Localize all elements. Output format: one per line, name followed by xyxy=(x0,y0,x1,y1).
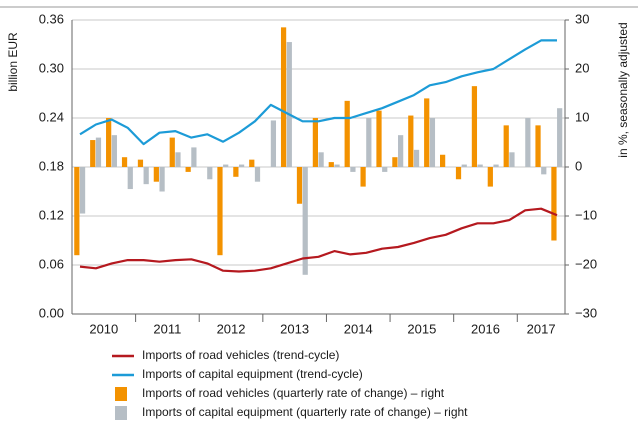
legend-label: Imports of road vehicles (trend-cycle) xyxy=(142,348,339,362)
y2-tick-label: 10 xyxy=(575,109,589,124)
bar xyxy=(509,152,515,167)
y-axis-label: billion EUR xyxy=(6,32,20,92)
bar xyxy=(413,149,420,167)
bar xyxy=(159,167,165,192)
bar xyxy=(254,167,261,182)
bar xyxy=(318,152,324,167)
y-tick-label: 0.36 xyxy=(39,11,64,26)
y2-axis-label: in %, seasonally adjusted xyxy=(616,22,630,157)
bar xyxy=(90,140,96,167)
bar xyxy=(312,118,318,167)
line xyxy=(79,39,557,146)
legend-label: Imports of road vehicles (quarterly rate… xyxy=(142,386,445,400)
bar xyxy=(503,125,509,167)
bar xyxy=(382,167,388,172)
line xyxy=(79,207,558,273)
bar xyxy=(238,164,245,167)
bar xyxy=(366,118,372,167)
legend-swatch xyxy=(115,387,127,401)
bar xyxy=(296,167,303,204)
y2-tick-label: 20 xyxy=(575,60,589,75)
bar xyxy=(376,110,382,167)
y-tick-label: 0.00 xyxy=(39,305,64,320)
x-tick-label: 2017 xyxy=(527,321,556,336)
y2-tick-label: 30 xyxy=(575,11,589,26)
legend-label: Imports of capital equipment (trend-cycl… xyxy=(142,367,363,381)
legend: Imports of road vehicles (trend-cycle) Im… xyxy=(112,348,468,420)
y-tick-label: 0.30 xyxy=(39,60,64,75)
bar xyxy=(95,137,102,167)
bar xyxy=(79,167,86,214)
bar xyxy=(111,135,117,167)
bar xyxy=(440,154,446,167)
bar xyxy=(143,167,149,185)
x-tick-label: 2013 xyxy=(280,321,309,336)
bar xyxy=(525,118,531,167)
bar xyxy=(392,157,398,167)
x-tick-label: 2011 xyxy=(153,321,181,336)
y2-tick-label: −10 xyxy=(575,207,597,222)
bar xyxy=(233,167,239,177)
y2-tick-label: −20 xyxy=(575,256,597,271)
bar xyxy=(461,164,467,167)
bar xyxy=(328,162,334,167)
bar xyxy=(169,137,175,167)
bar xyxy=(191,147,197,167)
bar xyxy=(424,98,430,167)
bar xyxy=(551,167,557,241)
bar xyxy=(350,167,356,172)
bar xyxy=(280,27,287,167)
y2-tick-label: 0 xyxy=(575,158,582,173)
y-tick-label: 0.18 xyxy=(39,158,64,173)
y-tick-label: 0.24 xyxy=(39,109,64,124)
bar xyxy=(493,164,499,167)
bar xyxy=(557,108,563,167)
bar xyxy=(137,159,144,167)
legend-swatch xyxy=(115,406,127,420)
bar xyxy=(334,164,340,167)
x-tick-label: 2014 xyxy=(344,321,373,336)
bar xyxy=(106,118,112,167)
bar xyxy=(535,125,541,167)
bar xyxy=(249,159,255,167)
y-tick-label: 0.12 xyxy=(39,207,64,222)
bar xyxy=(302,167,308,275)
x-tick-label: 2015 xyxy=(407,321,436,336)
legend-label: Imports of capital equipment (quarterly … xyxy=(142,405,468,419)
bar xyxy=(429,118,436,167)
bar xyxy=(286,42,292,167)
bar xyxy=(270,120,277,167)
bar xyxy=(477,164,483,167)
bar xyxy=(121,157,128,167)
bar xyxy=(455,167,462,180)
bar xyxy=(153,167,159,182)
bar xyxy=(408,115,414,167)
bar xyxy=(398,135,404,167)
bar xyxy=(223,164,229,167)
bar xyxy=(344,100,350,167)
x-tick-label: 2016 xyxy=(471,321,500,336)
bar xyxy=(185,167,191,172)
bar xyxy=(471,86,478,167)
x-tick-label: 2012 xyxy=(217,321,246,336)
bar xyxy=(74,167,80,256)
bar xyxy=(541,167,547,175)
bar xyxy=(207,167,213,180)
bar xyxy=(360,167,366,187)
bar xyxy=(127,167,133,190)
bar xyxy=(487,167,493,187)
x-tick-label: 2010 xyxy=(89,321,118,336)
y-tick-label: 0.06 xyxy=(39,256,64,271)
y2-tick-label: −30 xyxy=(575,305,597,320)
bar xyxy=(217,167,223,256)
bar xyxy=(175,152,181,167)
